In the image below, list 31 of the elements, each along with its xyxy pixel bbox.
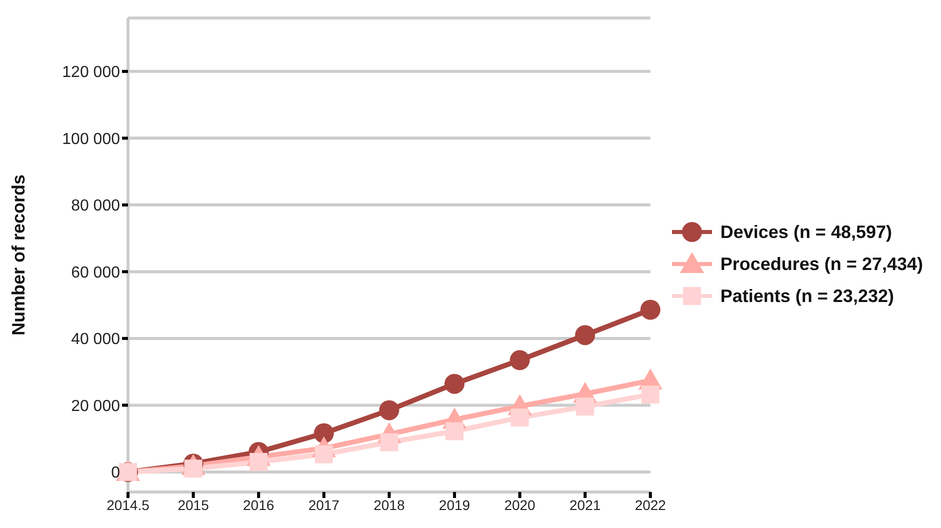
point [640,300,660,320]
legend-label: Procedures (n = 27,434) [720,254,923,274]
y-tick-label: 0 [111,464,120,482]
x-tick-label: 2022 [634,496,666,513]
y-tick-label: 100 000 [62,130,120,148]
y-tick-label: 60 000 [71,264,120,282]
point [576,398,594,416]
point [445,422,464,440]
x-tick-label: 2018 [374,496,405,513]
x-tick-label: 2017 [308,496,340,513]
point [575,325,596,346]
y-tick-label: 80 000 [71,198,120,215]
y-tick-label: 120 000 [62,64,120,82]
x-tick-label: 2021 [570,496,601,513]
point [444,374,464,394]
point [379,400,400,420]
y-tick-label: 40 000 [71,331,120,348]
point [641,386,660,404]
y-axis-title: Number of records [8,174,28,336]
x-tick-label: 2019 [438,496,470,513]
point [380,433,398,452]
point [510,350,530,370]
x-tick-label: 2015 [178,496,210,513]
legend-label: Patients (n = 23,232) [720,286,894,306]
y-tick-label: 20 000 [71,398,120,415]
point [314,423,334,444]
point [510,408,529,427]
x-tick-label: 2014.5 [106,496,150,513]
x-tick-label: 2016 [243,496,274,513]
legend-label: Devices (n = 48,597) [720,222,892,242]
x-tick-label: 2020 [504,496,536,513]
